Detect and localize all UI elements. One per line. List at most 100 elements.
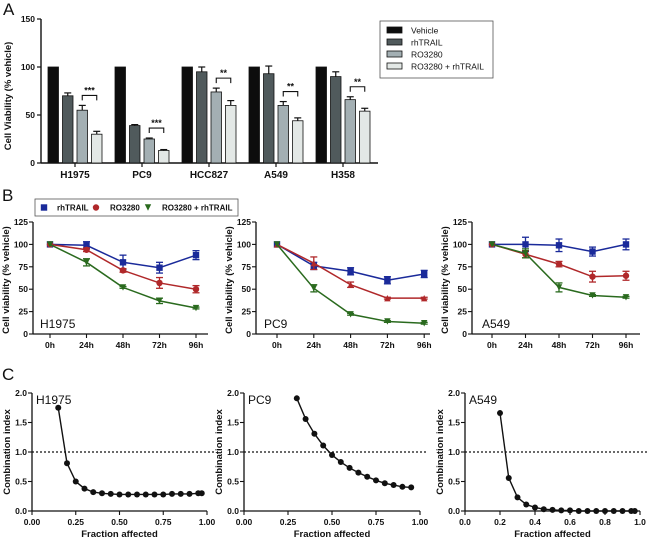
y-tick-label: 75 (19, 262, 29, 272)
cell-line-label: PC9 (264, 317, 288, 331)
legend-swatch (386, 50, 403, 58)
data-point (198, 490, 205, 497)
y-tick-label: 0 (23, 329, 28, 339)
data-point (156, 279, 163, 287)
panel-b-a549: 0 25 50 75 100 125 0h 24h 48h 72h 96h Cell viabilit… (440, 217, 640, 350)
bar (263, 73, 275, 164)
data-point (64, 460, 70, 467)
significance-bracket (349, 86, 366, 92)
data-point (364, 473, 371, 480)
y-tick-label: 25 (458, 307, 468, 317)
y-tick-label: 0.5 (227, 477, 239, 487)
data-point (584, 508, 591, 514)
x-tick-label: 0.25 (67, 517, 84, 527)
legend-item: RO3280 (92, 204, 140, 213)
y-tick-label: 2.0 (15, 388, 27, 398)
data-point (125, 491, 132, 498)
y-axis-label: Cell viability (% vehicle) (224, 226, 235, 334)
legend-label: rhTRAIL (411, 38, 443, 48)
x-tick-label: H358 (331, 170, 355, 181)
x-tick-label: HCC827 (190, 170, 229, 181)
data-point (142, 491, 149, 498)
bar (248, 66, 260, 164)
data-point (390, 482, 397, 489)
y-axis-label: Cell viability (% vehicle) (440, 226, 451, 334)
data-point (619, 508, 626, 514)
data-point (555, 242, 563, 249)
data-point (329, 451, 335, 458)
bar (359, 110, 371, 164)
data-point (346, 464, 353, 471)
data-point (373, 477, 379, 484)
data-point (134, 491, 140, 498)
data-point (610, 508, 617, 514)
data-point (119, 267, 127, 274)
data-point (186, 490, 193, 497)
y-tick-label: 50 (26, 110, 36, 120)
data-point (107, 490, 114, 497)
y-tick-label: 125 (14, 217, 28, 227)
legend-label: RO3280 (411, 50, 443, 60)
data-point (589, 292, 596, 299)
bar (181, 66, 193, 164)
data-point (408, 484, 415, 491)
data-point (421, 270, 428, 278)
significance-label: ** (220, 68, 228, 78)
y-tick-label: 1.5 (448, 418, 460, 428)
x-tick-label: 1.0 (634, 517, 646, 527)
series-line (57, 407, 202, 496)
data-point (622, 272, 630, 279)
data-point (399, 483, 406, 490)
y-tick-label: 50 (19, 284, 29, 294)
y-tick-label: 0 (462, 329, 467, 339)
bar (76, 109, 88, 164)
data-point (532, 504, 538, 511)
series-line (49, 243, 197, 309)
bar (143, 138, 155, 164)
data-point (589, 273, 596, 280)
panel-a: A 0 50 100 150 Cell Viability (% vehicle) *** H… (3, 0, 494, 181)
x-axis-label: Fraction affected (81, 529, 158, 537)
data-point (522, 241, 529, 248)
significance-bracket (282, 91, 299, 97)
bar (196, 71, 208, 164)
data-point (90, 489, 97, 496)
y-tick-label: 75 (242, 262, 252, 272)
bar-group-hcc827: ** HCC827 (181, 66, 237, 181)
y-axis-label: Combination index (2, 409, 13, 495)
ci-series (497, 410, 638, 514)
series-ro3280-rhtrail (488, 241, 630, 301)
bar-group-pc9: *** PC9 (114, 66, 170, 181)
bar (225, 105, 237, 164)
y-tick-label: 2.0 (448, 388, 460, 398)
y-tick-label: 0 (246, 329, 251, 339)
bar (62, 95, 74, 164)
legend-label: rhTRAIL (57, 204, 89, 213)
data-point (384, 318, 391, 325)
data-point (192, 251, 200, 259)
data-point (302, 415, 309, 422)
y-tick-label: 0.0 (227, 506, 239, 516)
data-point (567, 507, 573, 514)
data-point (381, 480, 388, 487)
bar (344, 99, 356, 164)
series-line (296, 398, 412, 489)
y-tick-label: 100 (14, 239, 28, 249)
data-point (355, 469, 362, 476)
legend-b: rhTRAIL RO3280 RO3280 + rhTRAIL (34, 198, 239, 217)
legend-label: Vehicle (411, 26, 439, 36)
data-point (99, 490, 105, 497)
series-ro3280 (46, 241, 200, 294)
y-tick-label: 100 (453, 239, 467, 249)
y-tick-label: 125 (237, 217, 251, 227)
data-point (384, 294, 391, 302)
y-tick-label: 1.5 (15, 418, 27, 428)
legend-label: RO3280 + rhTRAIL (162, 204, 233, 213)
y-tick-label: 0.0 (448, 506, 460, 516)
y-tick-label: 25 (19, 307, 29, 317)
x-axis-label: Fraction affected (514, 529, 591, 537)
data-point (589, 248, 596, 255)
panel-c-pc9: 0.0 0.5 1.0 1.5 2.0 0.00 0.25 0.50 0.75 1.00 Fract… (214, 388, 429, 537)
significance-bracket (215, 77, 232, 84)
data-point (119, 259, 127, 266)
